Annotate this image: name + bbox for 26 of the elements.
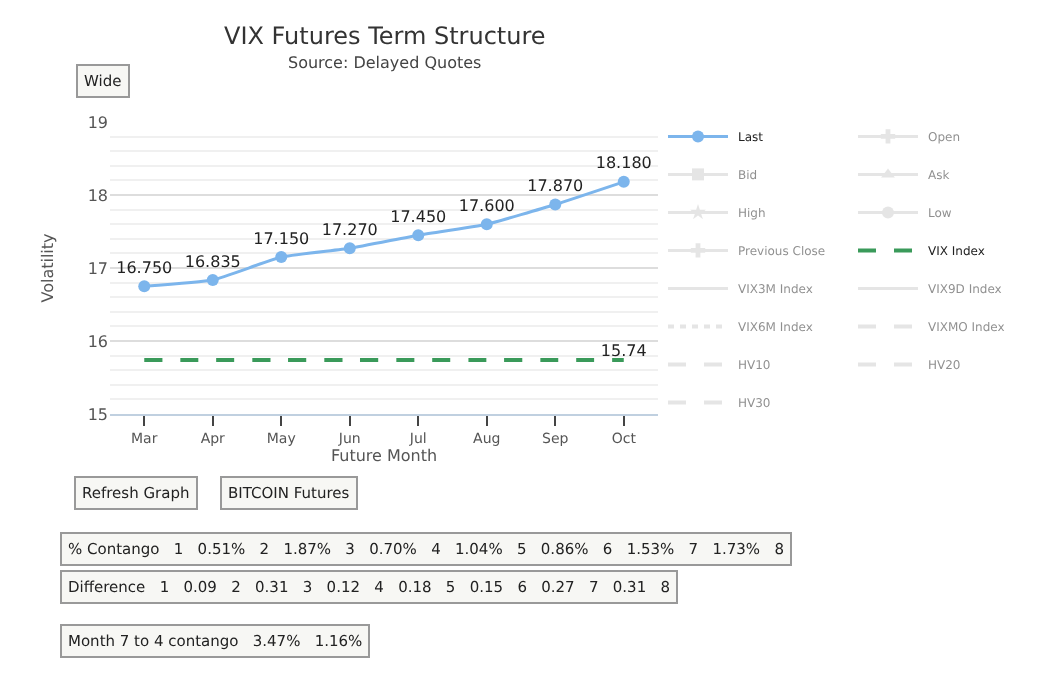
data-label: 16.750 xyxy=(116,258,173,277)
data-label: 17.870 xyxy=(527,177,584,195)
point xyxy=(549,198,562,211)
point xyxy=(275,251,288,264)
y-axis-title: Volatility xyxy=(39,232,58,303)
data-label: 15.74 xyxy=(600,341,647,360)
point xyxy=(412,229,425,242)
y-tick-label: 19 xyxy=(87,113,108,132)
data-label: 17.270 xyxy=(321,220,378,239)
data-label: 16.835 xyxy=(184,252,241,271)
data-label: 18.180 xyxy=(595,154,652,173)
point xyxy=(206,274,219,287)
data-label: 17.600 xyxy=(458,196,515,215)
data-label: 17.450 xyxy=(390,207,447,226)
point xyxy=(617,175,630,188)
x-axis-title: Future Month xyxy=(330,447,438,465)
point xyxy=(138,280,151,293)
point xyxy=(480,218,493,231)
point xyxy=(343,242,356,255)
chart-subtitle: Source: Delayed Quotes xyxy=(288,54,482,72)
y-tick-label: 15 xyxy=(87,405,108,424)
data-label: 17.150 xyxy=(253,229,310,248)
chart-title: VIX Futures Term Structure xyxy=(224,22,546,50)
y-tick-label: 18 xyxy=(87,186,108,205)
y-tick-label: 17 xyxy=(87,259,108,278)
y-tick-label: 16 xyxy=(87,332,108,351)
